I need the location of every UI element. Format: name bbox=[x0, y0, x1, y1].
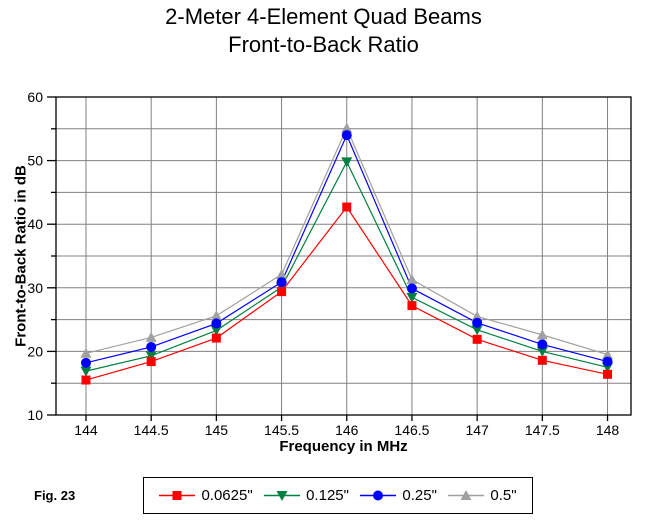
x-tick-label: 148 bbox=[596, 422, 620, 438]
y-tick-label: 20 bbox=[27, 343, 43, 359]
marker-triangle-up bbox=[276, 268, 288, 279]
marker-square bbox=[81, 375, 91, 385]
y-tick-label: 40 bbox=[27, 216, 43, 232]
y-tick-label: 10 bbox=[27, 407, 43, 423]
marker-square bbox=[342, 202, 352, 212]
marker-circle bbox=[537, 339, 548, 350]
legend-label: 0.0625" bbox=[201, 487, 253, 504]
x-tick-label: 146.5 bbox=[394, 422, 429, 438]
x-tick-label: 147.5 bbox=[525, 422, 560, 438]
legend-swatch bbox=[360, 490, 397, 501]
x-tick-label: 145 bbox=[205, 422, 229, 438]
marker-triangle-down bbox=[210, 325, 222, 336]
marker-triangle-up bbox=[536, 329, 548, 340]
marker-circle bbox=[406, 283, 417, 294]
legend-entry: 0.25" bbox=[360, 487, 437, 504]
marker-triangle-up bbox=[145, 331, 157, 342]
x-tick-label: 147 bbox=[465, 422, 489, 438]
legend-swatch bbox=[264, 491, 301, 501]
marker-square bbox=[407, 301, 417, 311]
legend-entry: 0.125" bbox=[264, 487, 349, 504]
marker-square bbox=[277, 287, 287, 297]
legend-entry: 0.0625" bbox=[159, 487, 253, 504]
marker-square bbox=[472, 334, 482, 344]
marker-circle bbox=[211, 318, 222, 329]
marker-circle bbox=[276, 277, 287, 288]
legend-label: 0.5" bbox=[490, 487, 517, 504]
marker-triangle-down bbox=[471, 325, 483, 336]
marker-circle bbox=[373, 490, 384, 501]
legend-label: 0.125" bbox=[306, 487, 349, 504]
legend-swatch bbox=[448, 490, 485, 500]
marker-circle bbox=[341, 130, 352, 141]
x-tick-label: 146 bbox=[335, 422, 359, 438]
x-tick-label: 145.5 bbox=[264, 422, 299, 438]
legend-label: 0.25" bbox=[402, 487, 437, 504]
marker-square bbox=[603, 369, 613, 379]
marker-square bbox=[146, 357, 156, 367]
marker-triangle-up bbox=[406, 274, 418, 285]
marker-triangle-down bbox=[276, 491, 288, 501]
figure-label: Fig. 23 bbox=[34, 488, 76, 503]
marker-triangle-down bbox=[406, 292, 418, 303]
marker-triangle-down bbox=[341, 157, 353, 168]
legend: 0.0625" 0.125" 0.25" 0.5" bbox=[143, 477, 533, 514]
chart-title-line1: 2-Meter 4-Element Quad Beams bbox=[165, 4, 482, 29]
marker-triangle-down bbox=[145, 351, 157, 362]
marker-triangle-up bbox=[80, 347, 92, 358]
y-tick-label: 60 bbox=[27, 89, 43, 105]
marker-circle bbox=[472, 317, 483, 328]
marker-triangle-down bbox=[536, 346, 548, 357]
marker-triangle-up bbox=[602, 349, 614, 360]
y-tick-label: 30 bbox=[27, 280, 43, 296]
marker-triangle-up bbox=[460, 490, 472, 500]
marker-triangle-up bbox=[471, 310, 483, 321]
x-axis-title: Frequency in MHz bbox=[279, 438, 408, 455]
marker-square bbox=[537, 355, 547, 365]
marker-triangle-up bbox=[210, 310, 222, 321]
legend-swatch bbox=[159, 491, 196, 500]
marker-triangle-up bbox=[341, 122, 353, 133]
marker-square bbox=[211, 333, 221, 343]
marker-triangle-down bbox=[80, 366, 92, 377]
y-tick-label: 50 bbox=[27, 153, 43, 169]
marker-square bbox=[172, 491, 182, 500]
x-tick-label: 144.5 bbox=[134, 422, 169, 438]
legend-entry: 0.5" bbox=[448, 487, 517, 504]
marker-circle bbox=[146, 341, 157, 352]
x-tick-label: 144 bbox=[74, 422, 98, 438]
chart-title-line2: Front-to-Back Ratio bbox=[228, 32, 419, 57]
marker-circle bbox=[602, 356, 613, 367]
marker-circle bbox=[80, 357, 91, 368]
front-to-back-ratio-chart: 10 20 30 40 50 60 144 144.5 145 145.5 146 146.5 147 1… bbox=[27, 89, 632, 438]
